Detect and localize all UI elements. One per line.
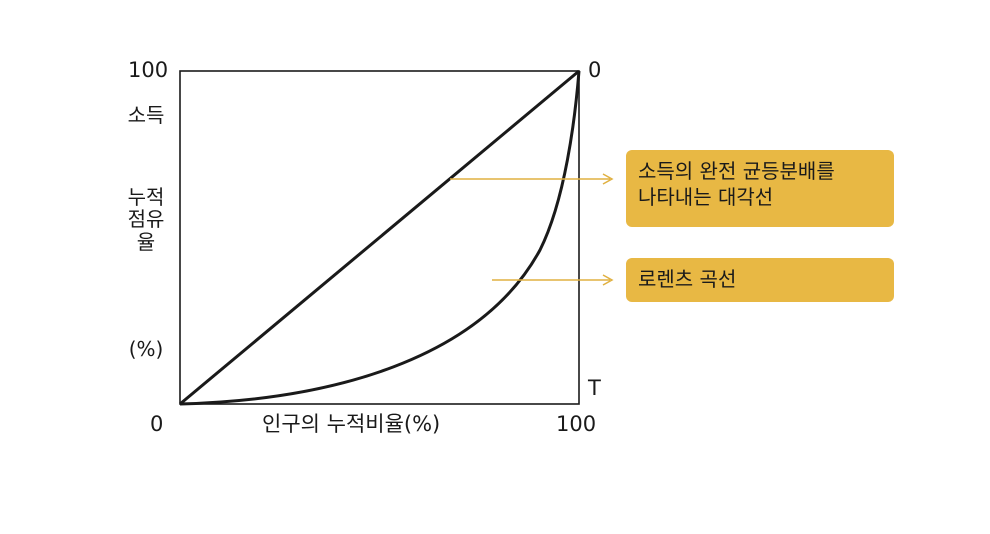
- lorenz-callout-text: 로렌츠 곡선: [638, 267, 737, 291]
- plot-frame: [179, 70, 580, 405]
- lorenz-curve: [179, 70, 581, 406]
- equality-pointer-arrow: [602, 173, 614, 185]
- x-axis-title: 인구의 누적비율(%): [262, 412, 441, 436]
- equality-callout-line1: 소득의 완전 균등분배를: [638, 159, 835, 183]
- equality-diagonal: [179, 69, 580, 406]
- bottom-right-label: T: [588, 376, 601, 400]
- lorenz-curve-callout: 로렌츠 곡선: [626, 258, 894, 302]
- x-axis-right-label: 100: [556, 412, 597, 436]
- origin-label: 0: [150, 412, 164, 436]
- top-right-label: 0: [588, 58, 602, 82]
- y-axis-title-part1: 소득: [127, 103, 165, 127]
- lorenz-pointer-arrow: [602, 274, 614, 286]
- y-axis-top-label: 100: [128, 58, 169, 82]
- equality-callout-line2: 나타내는 대각선: [638, 185, 774, 209]
- y-axis-title-part3: (%): [128, 337, 164, 361]
- equality-line-callout: 소득의 완전 균등분배를 나타내는 대각선: [626, 150, 894, 227]
- y-axis-title-part2: 누적점유율: [127, 185, 165, 254]
